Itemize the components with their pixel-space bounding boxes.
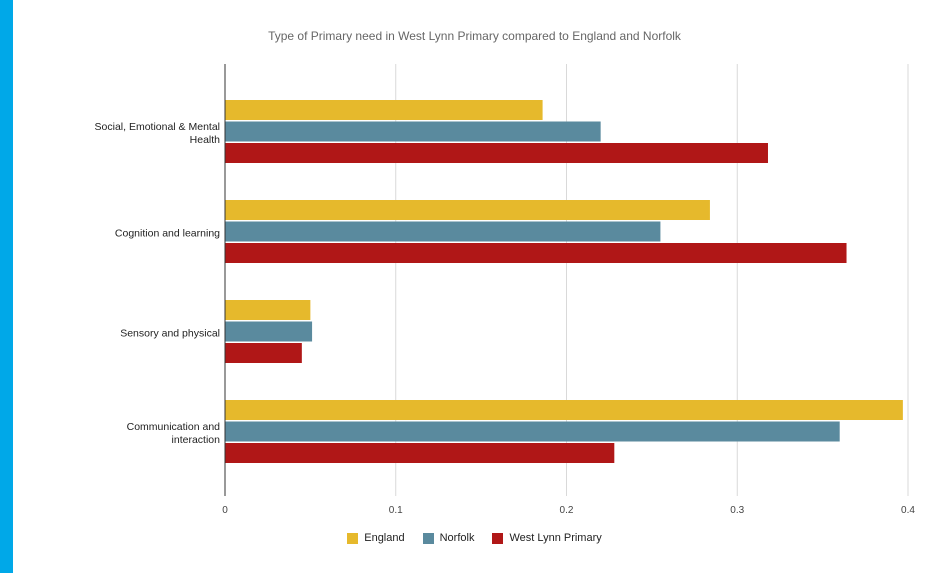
bar bbox=[225, 400, 903, 420]
bar bbox=[225, 343, 302, 363]
legend-item: Norfolk bbox=[422, 532, 475, 544]
bar bbox=[225, 443, 615, 463]
bar bbox=[225, 421, 840, 442]
chart-title: Type of Primary need in West Lynn Primar… bbox=[268, 29, 681, 43]
x-tick-label: 0.4 bbox=[901, 505, 915, 516]
x-tick-label: 0.1 bbox=[389, 505, 403, 516]
legend-label: Norfolk bbox=[439, 532, 475, 544]
category-label: Health bbox=[190, 134, 221, 146]
category-label: Cognition and learning bbox=[115, 227, 220, 239]
category-label: Communication and bbox=[127, 421, 221, 433]
x-tick-label: 0 bbox=[222, 505, 228, 516]
category-label: Sensory and physical bbox=[120, 327, 220, 339]
chart-frame: Type of Primary need in West Lynn Primar… bbox=[13, 0, 936, 573]
bar bbox=[225, 300, 311, 320]
legend-item: West Lynn Primary bbox=[492, 532, 602, 544]
bar bbox=[225, 121, 601, 142]
bar bbox=[225, 143, 768, 163]
bar bbox=[225, 221, 661, 242]
legend-swatch bbox=[492, 532, 504, 544]
bar bbox=[225, 100, 543, 120]
bar bbox=[225, 243, 847, 263]
category-label: interaction bbox=[172, 434, 221, 446]
chart-legend: England Norfolk West Lynn Primary bbox=[13, 532, 936, 544]
legend-swatch bbox=[422, 532, 434, 544]
legend-item: England bbox=[347, 532, 405, 544]
x-tick-label: 0.3 bbox=[730, 505, 744, 516]
bar bbox=[225, 321, 313, 342]
x-tick-label: 0.2 bbox=[560, 505, 574, 516]
bar-chart: 0 0.1 0.2 0.3 0.4 Social, Emotional & MentalH… bbox=[95, 64, 915, 516]
legend-label: West Lynn Primary bbox=[509, 532, 602, 544]
category-label: Social, Emotional & Mental bbox=[95, 121, 220, 133]
bar bbox=[225, 200, 710, 220]
legend-swatch bbox=[347, 532, 359, 544]
legend-label: England bbox=[364, 532, 405, 544]
